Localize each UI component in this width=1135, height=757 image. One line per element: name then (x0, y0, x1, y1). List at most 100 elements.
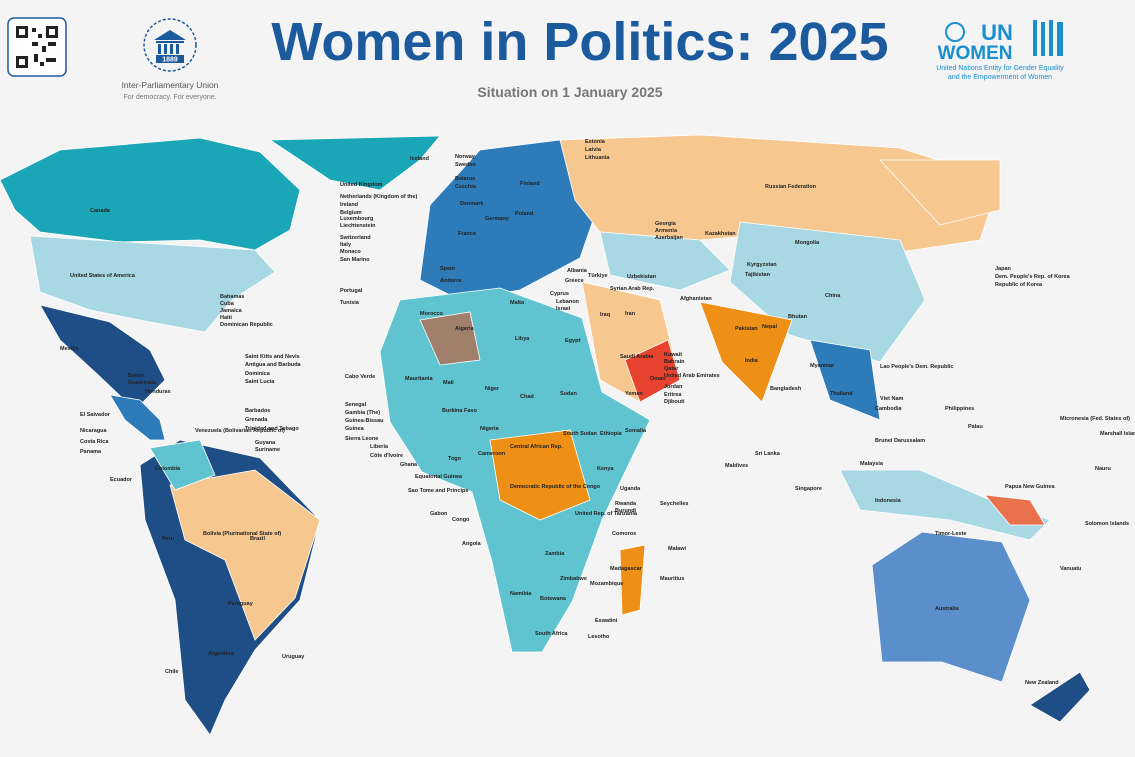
un-logo-top: UN (981, 20, 1013, 45)
country-label: Antigua and Barbuda (245, 362, 302, 368)
ipu-logo: 1889 (143, 18, 197, 72)
country-label: Kuwait (664, 352, 682, 358)
ipu-name: Inter-Parliamentary Union (122, 80, 219, 90)
country-label: Ecuador (110, 477, 133, 483)
un-tagline-1: United Nations Entity for Gender Equalit… (936, 65, 1064, 72)
country-label: Liberia (370, 444, 389, 450)
country-label: Tajikistan (745, 272, 771, 278)
country-label: Australia (935, 606, 959, 612)
country-label: Andorra (440, 278, 462, 284)
country-label: Mongolia (795, 240, 820, 246)
country-label: New Zealand (1025, 680, 1059, 686)
country-label: Switzerland (340, 235, 371, 241)
country-label: Singapore (795, 486, 822, 492)
ipu-tagline: For democracy. For everyone. (123, 94, 216, 101)
country-label: Russian Federation (765, 184, 817, 190)
algeria (419, 311, 481, 366)
country-label: Jordan (664, 384, 683, 390)
country-label: Philippines (945, 406, 974, 412)
country-label: Denmark (460, 201, 484, 207)
country-label: Ghana (400, 462, 418, 468)
country-label: Egypt (565, 338, 580, 344)
country-label: Sweden (455, 162, 476, 168)
country-label: Paraguay (228, 601, 254, 607)
country-label: Vanuatu (1060, 566, 1081, 572)
country-label: United Kingdom (340, 182, 383, 188)
country-label: Honduras (145, 389, 171, 395)
country-label: India (745, 358, 759, 364)
country-label: Republic of Korea (995, 282, 1043, 288)
country-label: Netherlands (Kingdom of the) (340, 194, 417, 200)
country-label: Cameroon (478, 451, 506, 457)
country-label: Costa Rica (80, 439, 109, 445)
country-label: Belarus (455, 176, 475, 182)
country-label: Lithuania (585, 155, 610, 161)
country-label: Chad (520, 394, 534, 400)
title: Women in Politics: 2025 (271, 12, 888, 72)
country-label: Chile (165, 669, 178, 675)
country-label: Panama (80, 449, 102, 455)
country-label: Canada (90, 208, 111, 214)
subtitle: Situation on 1 January 2025 (477, 84, 662, 100)
country-label: Saint Kitts and Nevis (245, 354, 300, 360)
country-label: Indonesia (875, 498, 902, 504)
country-label: Poland (515, 211, 533, 217)
country-label: South Sudan (563, 431, 598, 437)
country-label: Sao Tome and Principe (408, 488, 468, 494)
country-label: Eritrea (664, 392, 682, 398)
mexico (39, 304, 166, 411)
country-label: Dominican Republic (220, 322, 273, 328)
country-label: Cambodia (875, 406, 903, 412)
country-label: Djibouti (664, 399, 685, 405)
country-label: Mozambique (590, 581, 623, 587)
country-label: Suriname (255, 447, 280, 453)
country-label: Bangladesh (770, 386, 802, 392)
country-label: United Rep. of Tanzania (575, 511, 638, 517)
country-label: El Salvador (80, 412, 111, 418)
un-logo-bottom: WOMEN (938, 43, 1013, 64)
country-label: Luxembourg (340, 216, 373, 222)
country-label: Oman (650, 376, 666, 382)
country-label: Algeria (455, 326, 475, 332)
country-label: Grenada (245, 417, 268, 423)
country-label: Zimbabwe (560, 576, 587, 582)
country-label: Eswatini (595, 618, 618, 624)
country-label: Rwanda (615, 501, 637, 507)
country-label: Spain (440, 266, 456, 272)
country-label: Senegal (345, 402, 367, 408)
country-label: Peru (162, 536, 174, 542)
country-label: Pakistan (735, 326, 758, 332)
country-label: Belgium (340, 210, 362, 216)
country-label: Japan (995, 266, 1012, 272)
country-label: Kazakhstan (705, 231, 736, 237)
country-label: Equatorial Guinea (415, 474, 463, 480)
country-label: Estonia (585, 139, 606, 145)
country-label: Guyana (255, 440, 276, 446)
country-label: Qatar (664, 366, 679, 372)
country-label: Comoros (612, 531, 636, 537)
country-label: Gambia (The) (345, 410, 380, 416)
country-label: Saint Lucia (245, 379, 275, 385)
country-label: Sri Lanka (755, 451, 781, 457)
country-label: Kyrgyzstan (747, 262, 777, 268)
far-east (879, 159, 1001, 226)
country-label: Colombia (155, 466, 181, 472)
country-label: Mali (443, 380, 454, 386)
greenland (268, 135, 441, 191)
country-label: Central African Rep. (510, 444, 563, 450)
country-label: Madagascar (610, 566, 643, 572)
country-label: Uganda (620, 486, 641, 492)
central-asia (599, 231, 731, 291)
country-label: Guinea (345, 426, 365, 432)
country-label: Cabo Verde (345, 374, 375, 380)
country-label: Bahamas (220, 294, 244, 300)
country-label: Ethiopia (600, 431, 623, 437)
yemen-oman (624, 339, 681, 403)
country-label: Trinidad and Tobago (245, 426, 299, 432)
country-label: Tunisia (340, 300, 360, 306)
world-map (0, 134, 1091, 736)
country-label: Belize (128, 373, 144, 379)
country-label: Latvia (585, 147, 602, 153)
country-label: Myanmar (810, 363, 835, 369)
